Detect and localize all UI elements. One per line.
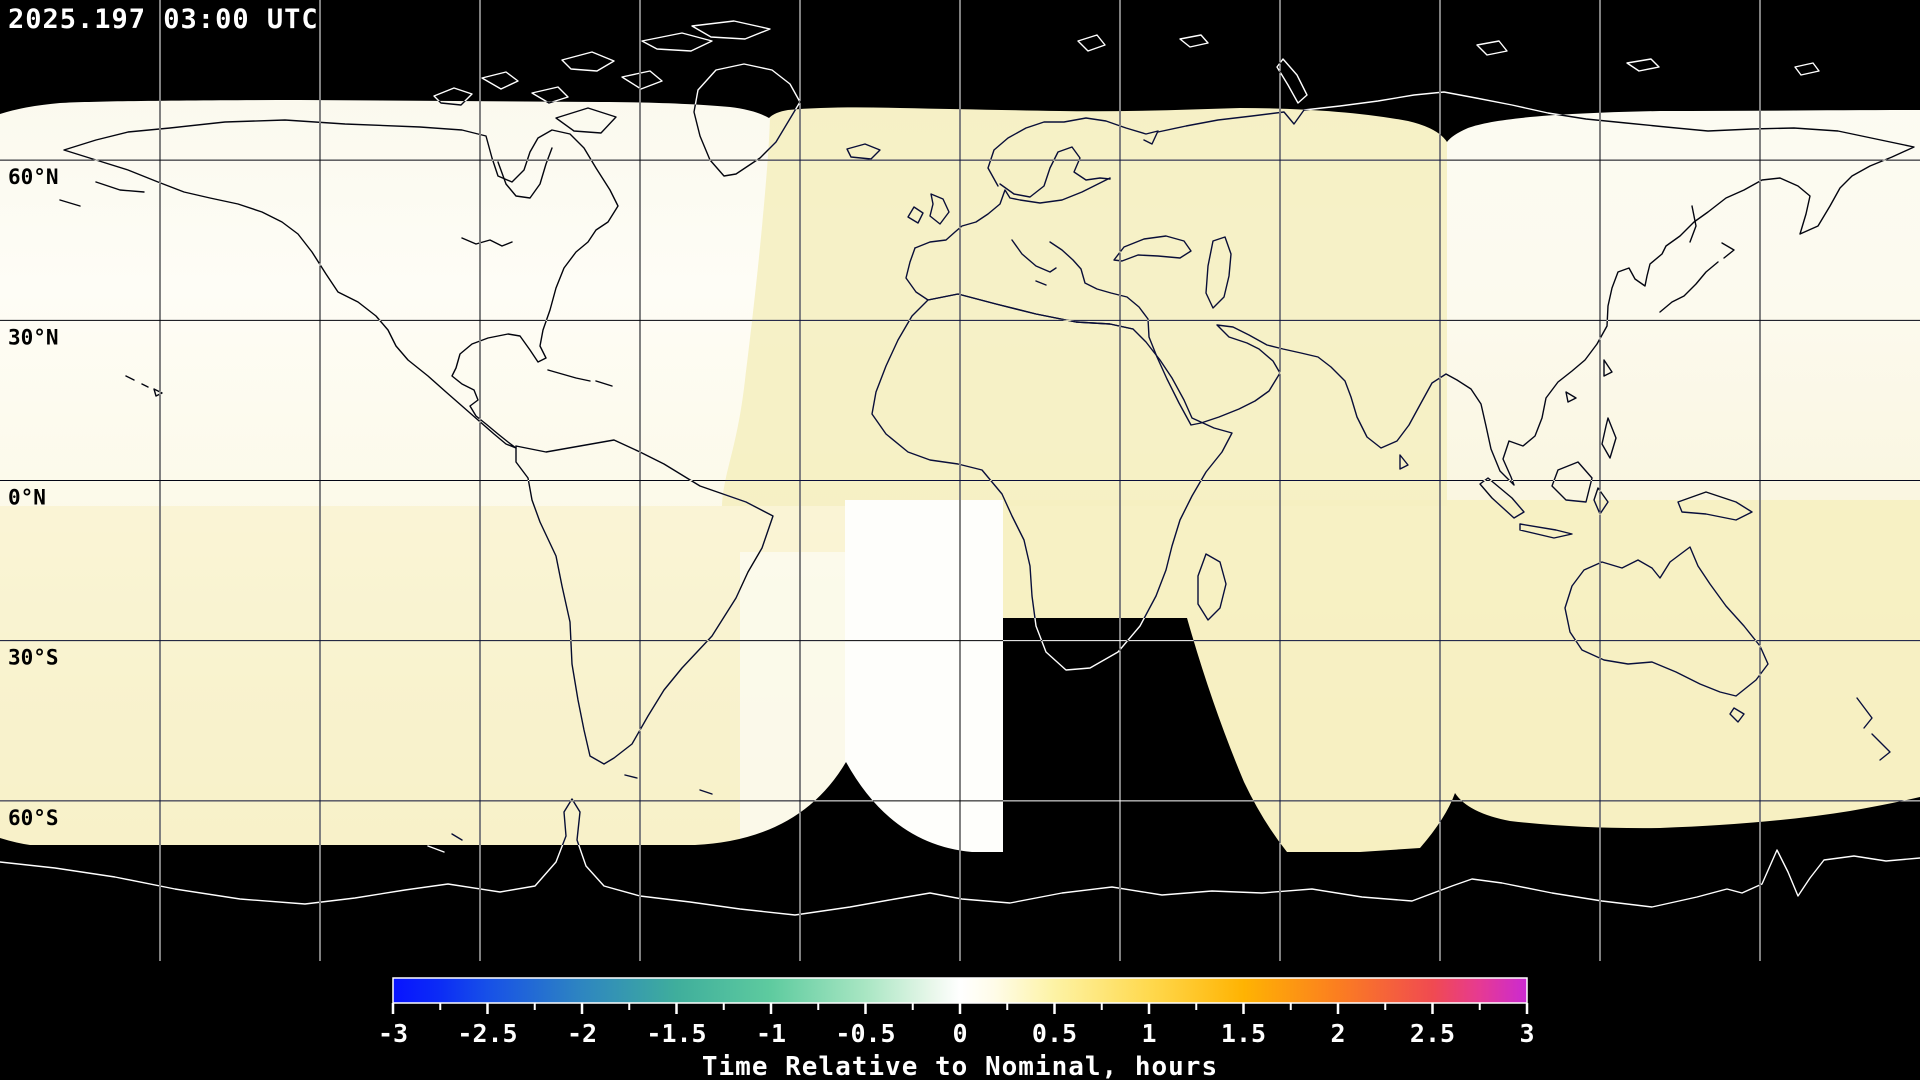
coastline-aleutians: [59, 181, 145, 207]
colorbar-tick-labels: -3 -2.5 -2 -1.5 -1 -0.5 0 0.5 1 1.5 2 2.5 3: [378, 1019, 1535, 1048]
coastline-new-guinea: [1677, 491, 1753, 521]
coastline-sri-lanka: [1399, 454, 1409, 470]
coastline-north-america: [63, 119, 619, 449]
coastline-japan: [1659, 242, 1735, 313]
colorbar-ticks: [391, 1003, 1529, 1014]
timestamp: 2025.197 03:00 UTC: [8, 4, 319, 35]
coastline-indonesia: [1479, 461, 1609, 539]
coastline-south-america: [515, 439, 774, 765]
colorbar-tick-label: -1: [756, 1019, 786, 1048]
colorbar-tick-label: 1.5: [1221, 1019, 1266, 1048]
coastlines: [0, 20, 1920, 916]
colorbar: -3 -2.5 -2 -1.5 -1 -0.5 0 0.5 1 1.5 2 2.5 3 Time Rel…: [378, 977, 1535, 1080]
coastline-new-zealand: [1856, 697, 1891, 761]
colorbar-gradient-bar: [393, 978, 1527, 1003]
coastline-hudson-bay: [497, 147, 553, 199]
coastline-falkland-islands: [624, 774, 638, 779]
latitude-label: 60°N: [8, 165, 59, 189]
coastline-madagascar: [1197, 553, 1227, 621]
colorbar-tick-label: -0.5: [835, 1019, 895, 1048]
colorbar-tick-label: -3: [378, 1019, 408, 1048]
coastline-greenland: [693, 63, 801, 177]
coastline-great-lakes: [461, 237, 513, 247]
grid-lines: [0, 0, 1920, 961]
colorbar-tick-label: 2.5: [1410, 1019, 1455, 1048]
latitude-label: 60°S: [8, 806, 59, 830]
latitude-labels: 60°N 30°N 0°N 30°S 60°S: [8, 165, 59, 830]
colorbar-tick-label: 2: [1330, 1019, 1345, 1048]
coastline-italy: [1011, 239, 1057, 286]
coastline-sakhalin: [1689, 205, 1697, 243]
coastline-arctic-islands: [433, 20, 1820, 134]
coastline-iceland: [846, 143, 881, 160]
coastline-scandinavia: [987, 117, 1159, 198]
coverage-center-swath: [722, 92, 1447, 506]
colorbar-tick-label: -2: [567, 1019, 597, 1048]
coastline-caribbean-islands: [547, 369, 613, 387]
colorbar-tick-label: -2.5: [457, 1019, 517, 1048]
latitude-label: 30°S: [8, 646, 59, 670]
coastline-british-isles: [907, 193, 950, 225]
coastline-africa: [871, 293, 1233, 671]
colorbar-tick-label: 3: [1519, 1019, 1534, 1048]
colorbar-tick-label: 0: [952, 1019, 967, 1048]
coastline-caspian-sea: [1205, 236, 1232, 309]
coastline-west-europe: [914, 177, 1111, 249]
coastline-taiwan-hainan: [1565, 359, 1613, 403]
coastline-asia: [1049, 91, 1915, 486]
latitude-label: 0°N: [8, 486, 46, 510]
colorbar-tick-label: 0.5: [1032, 1019, 1077, 1048]
colorbar-tick-label: -1.5: [646, 1019, 706, 1048]
coastline-antarctica: [0, 798, 1920, 916]
latitude-label: 30°N: [8, 325, 59, 349]
coastline-south-georgia: [699, 789, 713, 795]
colorbar-tick-label: 1: [1141, 1019, 1156, 1048]
coastline-australia: [1564, 546, 1769, 723]
coverage-white-band: [845, 500, 1003, 853]
coastline-philippines: [1601, 417, 1617, 459]
no-data-south-region: [0, 618, 1920, 1080]
coastline-hawaii: [125, 375, 163, 397]
colorbar-title: Time Relative to Nominal, hours: [702, 1052, 1218, 1080]
coastline-black-sea: [1113, 235, 1192, 262]
